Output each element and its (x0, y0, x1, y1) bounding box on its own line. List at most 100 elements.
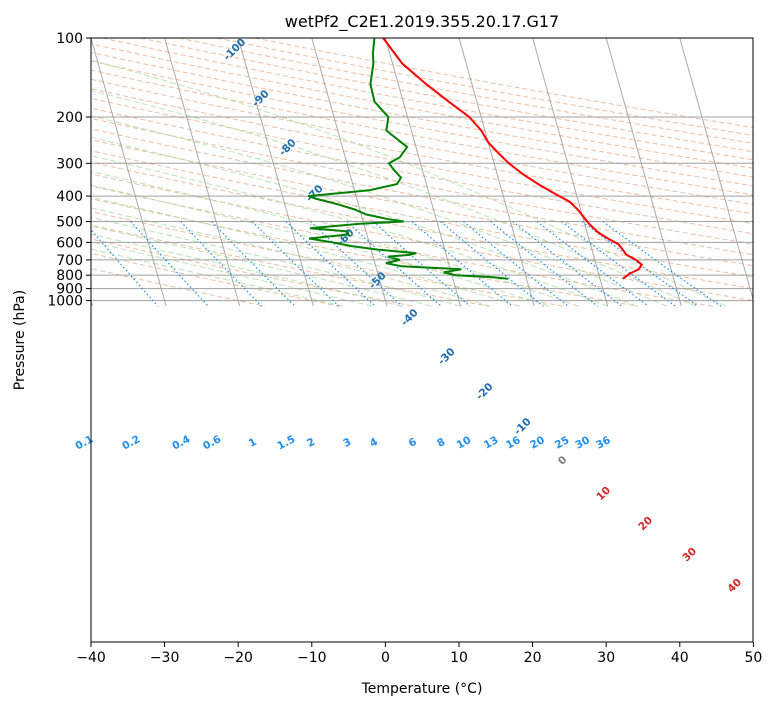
dry-adiabat-label: 0 (556, 454, 570, 468)
dry-adiabat-line (91, 88, 753, 215)
mixing-ratio-line (490, 221, 599, 307)
mixing-ratio-label: 0.6 (201, 433, 223, 452)
mixing-ratio-line (211, 221, 296, 307)
y-tick-label: 300 (56, 156, 83, 172)
mixing-ratio-label: 4 (368, 436, 380, 450)
dry-adiabat-line (91, 51, 753, 178)
dewpoint-profile-line (307, 38, 509, 280)
mixing-ratio-label: 36 (594, 434, 613, 451)
y-tick-label: 100 (56, 31, 83, 47)
moist-adiabat-line (91, 225, 432, 307)
moist-adiabat-line (91, 196, 520, 307)
mixing-ratio-label: 0.4 (170, 433, 192, 452)
isotherm-line (164, 38, 241, 307)
moist-adiabat-line (91, 216, 461, 307)
moist-adiabat-line (91, 241, 373, 307)
y-tick-label: 700 (56, 253, 83, 269)
dry-adiabat-line (91, 161, 753, 290)
mixing-ratio-line (285, 221, 376, 307)
x-tick-label: 0 (381, 650, 390, 666)
dry-adiabat-line (91, 60, 753, 187)
dry-adiabat-line (91, 211, 564, 307)
dry-adiabat-line (91, 128, 753, 256)
isotherm-line (532, 38, 609, 307)
dry-adiabat-line (91, 185, 713, 307)
dry-adiabat-label: -40 (399, 307, 421, 329)
chart-title: wetPf2_C2E1.2019.355.20.17.G17 (285, 12, 559, 32)
mixing-ratio-label: 0.2 (120, 433, 142, 452)
mixing-ratio-label: 6 (407, 436, 419, 450)
mixing-ratio-line (251, 221, 340, 307)
moist-adiabat-line (91, 248, 343, 307)
mixing-ratio-line (310, 221, 403, 307)
mixing-ratio-label: 2 (305, 436, 317, 450)
x-tick-label: −20 (223, 650, 253, 666)
mixing-ratio-label: 20 (528, 434, 547, 451)
moist-adiabat-line (91, 155, 608, 307)
dry-adiabat-line (91, 139, 753, 267)
isotherm-line (752, 38, 753, 39)
x-tick-label: 10 (450, 650, 468, 666)
mixing-ratio-label: 30 (573, 434, 592, 451)
dry-adiabat-label: -80 (277, 137, 299, 159)
dry-adiabat-line (91, 78, 753, 205)
isotherm-line (384, 38, 462, 307)
isotherm-line (679, 38, 753, 302)
mixing-ratio-line (581, 221, 699, 307)
moist-adiabat-line (91, 89, 697, 307)
mixing-ratio-line (180, 221, 263, 307)
mixing-ratio-label: 13 (482, 434, 501, 451)
mixing-ratio-label: 8 (435, 436, 447, 450)
x-axis-label: Temperature (°C) (361, 681, 483, 697)
isotherm-line (311, 38, 388, 307)
y-tick-label: 900 (56, 282, 83, 298)
dry-adiabat-label: 40 (725, 576, 744, 595)
dry-adiabat-line (91, 97, 753, 225)
x-tick-label: −30 (150, 650, 180, 666)
dry-adiabat-line (91, 150, 753, 278)
x-tick-label: 50 (744, 650, 762, 666)
dry-adiabat-label: 30 (680, 545, 699, 564)
dry-adiabat-line (91, 198, 639, 307)
mixing-ratio-label: 1.5 (275, 433, 297, 452)
temperature-profile-line (382, 38, 644, 280)
y-tick-label: 400 (56, 189, 83, 205)
isotherm-line (458, 38, 535, 307)
dry-adiabat-label: -20 (474, 381, 496, 403)
y-tick-label: 200 (56, 110, 83, 126)
dry-adiabat-line (91, 107, 753, 235)
mixing-ratio-label: 1 (247, 436, 259, 450)
moist-adiabat-line (91, 59, 726, 307)
x-tick-label: 40 (671, 650, 689, 666)
dry-adiabat-label: -30 (436, 346, 458, 368)
mixing-ratio-line (561, 221, 676, 307)
y-tick-label: 800 (56, 268, 83, 284)
isotherm-line (237, 38, 314, 307)
x-tick-label: −40 (76, 650, 106, 666)
y-axis-label: Pressure (hPa) (12, 290, 28, 390)
dry-adiabat-line (91, 268, 266, 307)
y-tick-label: 500 (56, 215, 83, 231)
mixing-ratio-line (91, 228, 159, 307)
mixing-ratio-line (463, 221, 569, 307)
dry-adiabat-label: 10 (594, 484, 613, 503)
mixing-ratio-line (512, 221, 623, 307)
mixing-ratio-label: 0.1 (73, 433, 95, 452)
mixing-ratio-line (130, 221, 209, 307)
moist-adiabat-line (91, 136, 638, 307)
isotherm-line (91, 38, 167, 307)
mixing-ratio-label: 3 (341, 436, 353, 450)
dry-adiabat-line (91, 117, 753, 245)
y-tick-label: 1000 (47, 294, 83, 310)
isotherm-line (0, 38, 19, 306)
mixing-ratio-line (346, 221, 442, 307)
isotherm-line (605, 38, 682, 307)
moist-adiabat-line (91, 170, 579, 307)
mixing-ratio-line (372, 221, 471, 307)
moist-adiabat-line (91, 115, 667, 307)
dry-adiabat-line (91, 69, 753, 196)
x-tick-label: −10 (297, 650, 327, 666)
plot-frame (90, 37, 754, 643)
mixing-ratio-line (411, 221, 513, 307)
